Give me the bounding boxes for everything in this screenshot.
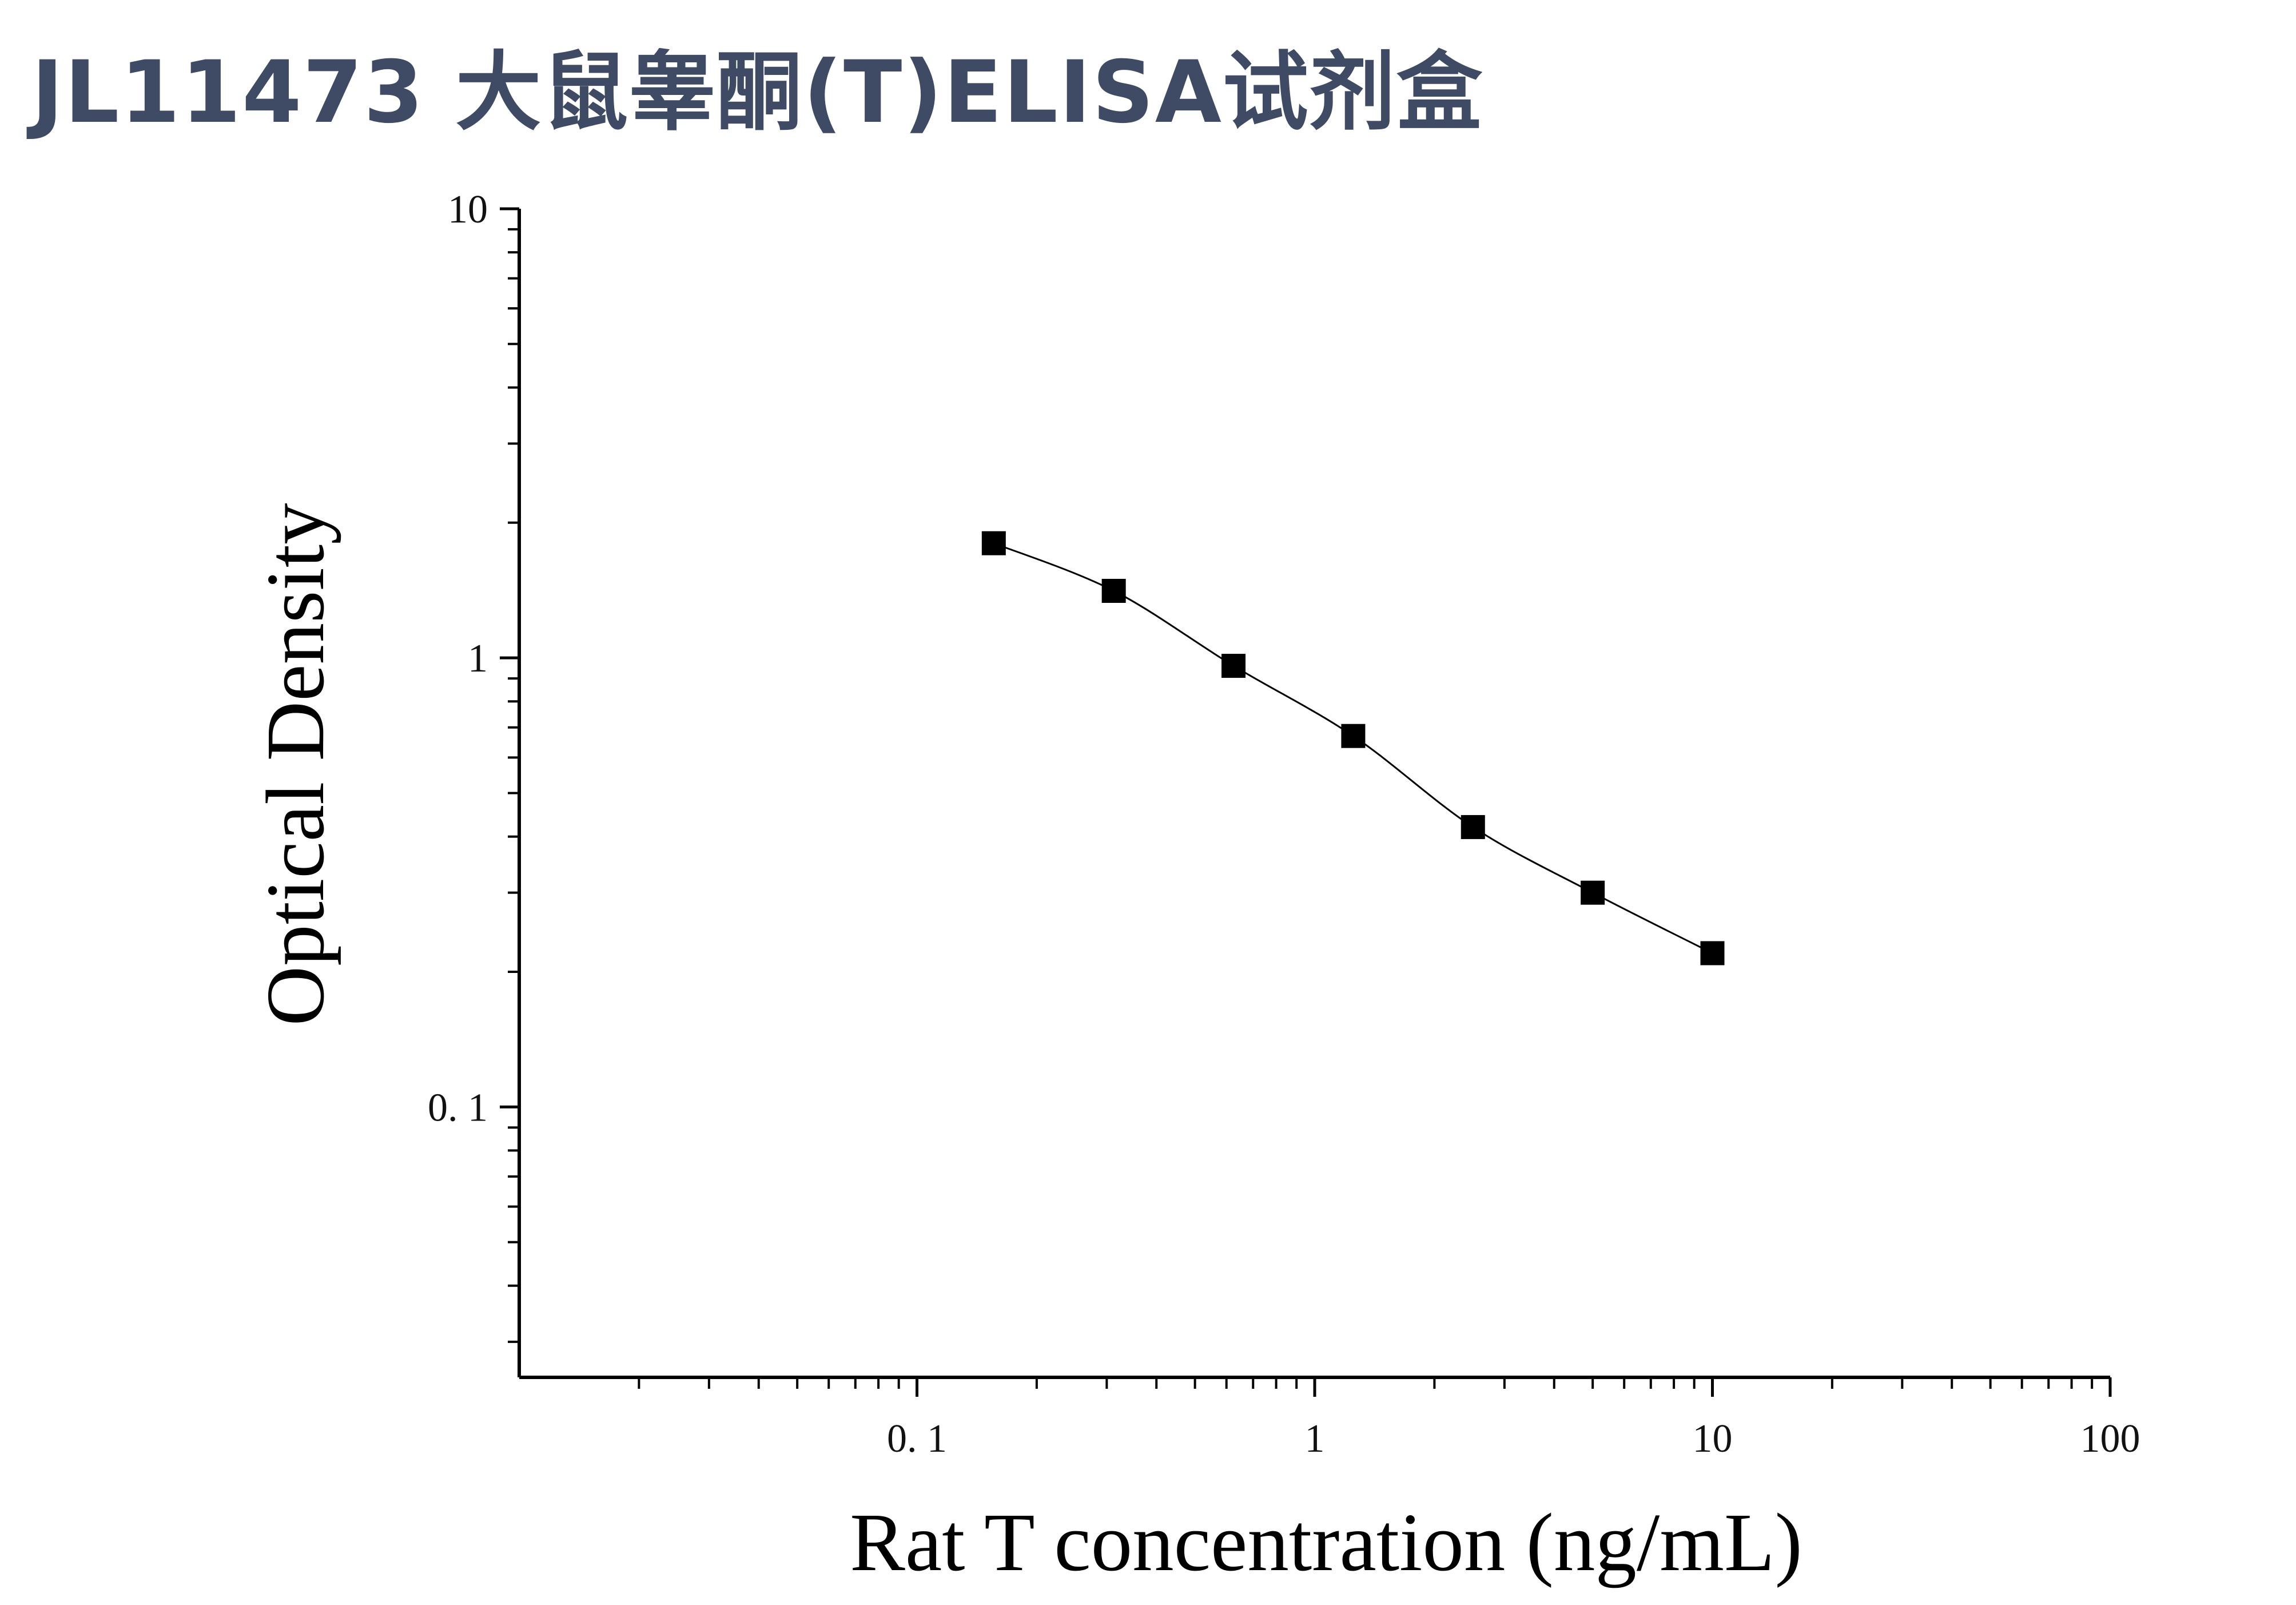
data-point-marker <box>1221 654 1246 678</box>
data-point-marker <box>1101 578 1126 603</box>
data-point-marker <box>1700 941 1725 966</box>
y-tick-label: 10 <box>448 188 488 232</box>
chart-tick-labels: 0. 1 1 10 100 0. 1 1 10 <box>428 188 2140 1461</box>
y-tick-label: 1 <box>468 637 488 681</box>
x-tick-label: 10 <box>1693 1417 1733 1461</box>
x-tick-label: 100 <box>2080 1417 2140 1461</box>
page-title: JL11473 大鼠睾酮(T)ELISA试剂盒 <box>31 43 1483 142</box>
chart-axes <box>518 209 2110 1379</box>
x-tick-label: 0. 1 <box>887 1417 947 1461</box>
data-point-marker <box>1581 880 1605 905</box>
data-point-marker <box>981 531 1006 555</box>
y-tick-label: 0. 1 <box>428 1086 488 1130</box>
y-axis-title: Optical Density <box>250 503 341 1026</box>
chart-ticks <box>500 207 2112 1397</box>
x-tick-label: 1 <box>1305 1417 1325 1461</box>
data-point-marker <box>1341 724 1366 748</box>
data-point-marker <box>1461 815 1485 839</box>
data-points <box>981 531 1725 966</box>
x-axis-title: Rat T concentration (ng/mL) <box>850 1497 1802 1588</box>
